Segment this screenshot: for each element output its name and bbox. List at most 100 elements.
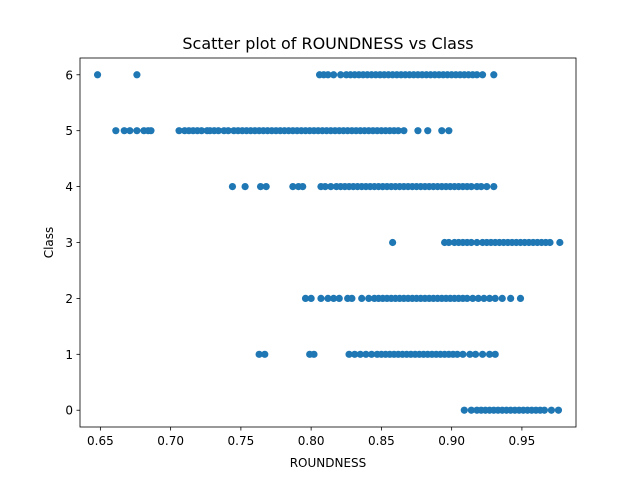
data-point [147, 127, 155, 135]
data-point [478, 350, 487, 358]
data-point [471, 350, 480, 358]
y-tick-label: 5 [65, 124, 73, 138]
data-point [483, 182, 491, 191]
data-point [367, 350, 376, 358]
y-axis-label: Class [42, 227, 56, 259]
data-point [330, 294, 338, 303]
data-point [485, 294, 494, 303]
data-point [197, 127, 206, 135]
data-point [424, 127, 432, 135]
data-point [546, 238, 554, 247]
data-point [175, 127, 183, 135]
data-point [453, 350, 461, 358]
data-point [356, 350, 364, 358]
data-point [463, 294, 471, 303]
data-point [321, 182, 329, 191]
data-point [324, 71, 332, 79]
data-point [485, 350, 494, 358]
data-point [351, 350, 359, 358]
data-point [255, 350, 263, 358]
x-tick-label: 0.70 [157, 434, 184, 448]
data-point [467, 182, 475, 191]
chart-title: Scatter plot of ROUNDNESS vs Class [182, 34, 473, 53]
data-point [507, 294, 515, 303]
x-tick-label: 0.65 [87, 434, 114, 448]
y-tick-label: 0 [65, 404, 73, 418]
data-point [365, 294, 373, 303]
data-point [445, 127, 453, 135]
y-tick-label: 4 [65, 180, 73, 194]
y-tick-label: 1 [65, 348, 73, 362]
data-point [414, 127, 422, 135]
data-point [241, 182, 249, 191]
data-point [327, 182, 335, 191]
data-point [133, 127, 141, 135]
data-point [466, 350, 474, 358]
data-point [120, 127, 128, 135]
data-point [473, 238, 481, 247]
data-point [469, 294, 477, 303]
data-point [335, 294, 343, 303]
data-point [93, 71, 102, 79]
data-point [228, 182, 237, 191]
data-points [93, 71, 564, 414]
data-point [337, 71, 345, 79]
data-point [307, 294, 315, 303]
data-point [547, 406, 556, 414]
data-point [556, 238, 564, 247]
data-point [289, 182, 297, 191]
data-point [490, 182, 498, 191]
data-point [348, 294, 356, 303]
y-axis: 0 1 2 3 4 5 6 [65, 68, 80, 418]
x-axis: 0.65 0.70 0.75 0.80 0.85 0.90 0.95 [87, 427, 535, 448]
x-tick-label: 0.85 [368, 434, 395, 448]
x-tick-label: 0.75 [228, 434, 255, 448]
data-point [214, 127, 222, 135]
data-point [224, 127, 232, 135]
data-point [491, 350, 499, 358]
data-point [480, 294, 488, 303]
data-point [516, 294, 525, 303]
data-point [389, 238, 397, 247]
data-point [262, 182, 270, 191]
data-point [394, 127, 402, 135]
data-point [445, 238, 453, 247]
data-point [490, 71, 498, 79]
data-point [324, 294, 332, 303]
data-point [112, 127, 120, 135]
data-point [301, 294, 310, 303]
data-point [540, 406, 548, 414]
data-point [467, 406, 475, 414]
x-tick-label: 0.90 [438, 434, 465, 448]
data-point [261, 350, 269, 358]
data-point [362, 350, 370, 358]
data-point [438, 127, 446, 135]
data-point [310, 350, 318, 358]
x-tick-label: 0.95 [509, 434, 536, 448]
data-point [491, 294, 499, 303]
data-point [498, 294, 506, 303]
data-point [473, 71, 481, 79]
y-tick-label: 3 [65, 236, 73, 250]
y-tick-label: 6 [65, 68, 73, 82]
data-point [345, 350, 353, 358]
data-point [400, 127, 408, 135]
data-point [256, 182, 265, 191]
data-point [330, 71, 338, 79]
data-point [133, 71, 141, 79]
data-point [460, 406, 468, 414]
x-axis-label: ROUNDNESS [290, 456, 367, 470]
data-point [477, 182, 485, 191]
data-point [554, 406, 563, 414]
data-point [126, 127, 134, 135]
data-point [299, 182, 307, 191]
x-tick-label: 0.80 [298, 434, 325, 448]
data-point [478, 71, 487, 79]
y-tick-label: 2 [65, 292, 73, 306]
data-point [474, 294, 482, 303]
data-point [317, 294, 325, 303]
data-point [358, 294, 366, 303]
data-point [467, 238, 475, 247]
data-point [459, 350, 467, 358]
